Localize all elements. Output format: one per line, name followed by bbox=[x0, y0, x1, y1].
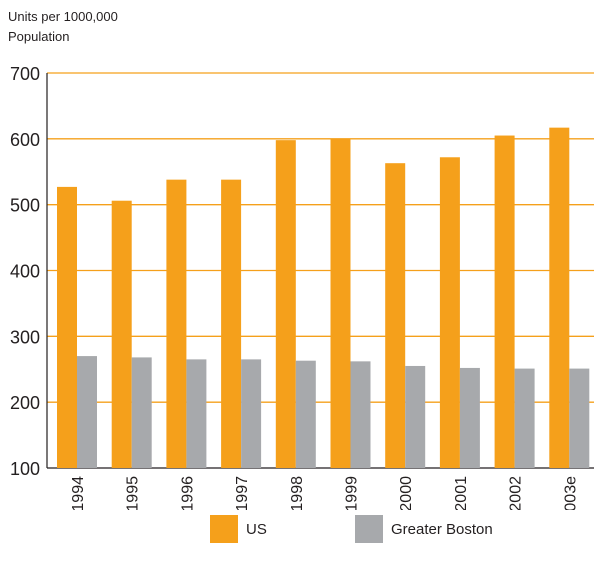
bar-us-2002 bbox=[494, 135, 515, 468]
bar-us-1995 bbox=[111, 200, 132, 468]
bar-us-2003e bbox=[549, 127, 570, 469]
bar-greater-boston-1996 bbox=[186, 359, 207, 468]
legend: US Greater Boston bbox=[0, 515, 600, 545]
y-tick-label-700: 700 bbox=[10, 64, 40, 84]
legend-item-greater-boston: Greater Boston bbox=[355, 515, 493, 543]
legend-swatch-us bbox=[210, 515, 238, 543]
y-tick-label-100: 100 bbox=[10, 459, 40, 479]
bar-greater-boston-2001 bbox=[459, 367, 480, 468]
y-tick-label-200: 200 bbox=[10, 393, 40, 413]
bar-us-1999 bbox=[330, 138, 351, 469]
bar-greater-boston-1994 bbox=[77, 356, 97, 468]
bar-greater-boston-2003e bbox=[569, 368, 590, 468]
bar-us-1997 bbox=[221, 179, 242, 468]
x-tick-label-1996: 1996 bbox=[179, 476, 196, 510]
bar-us-1996 bbox=[166, 179, 187, 468]
y-axis-title-line-2: Population bbox=[8, 29, 70, 44]
bar-greater-boston-1997 bbox=[241, 359, 262, 468]
y-tick-label-300: 300 bbox=[10, 327, 40, 347]
bar-greater-boston-2000 bbox=[405, 365, 426, 468]
legend-item-us: US bbox=[210, 515, 267, 543]
x-tick-label-2000: 2000 bbox=[398, 476, 415, 510]
bar-greater-boston-1999 bbox=[350, 361, 371, 468]
bar-greater-boston-1998 bbox=[295, 360, 316, 468]
x-tick-label-1997: 1997 bbox=[234, 476, 251, 510]
legend-swatch-greater-boston bbox=[355, 515, 383, 543]
bar-chart: 100 200 300 400 500 600 700 1994 1995 1996 1997 199… bbox=[10, 64, 594, 510]
y-axis-title-line-1: Units per 1000,000 bbox=[8, 9, 118, 24]
bar-greater-boston-1995 bbox=[131, 357, 152, 468]
x-tick-label-1995: 1995 bbox=[125, 476, 142, 510]
y-tick-label-500: 500 bbox=[10, 196, 40, 216]
bar-us-1998 bbox=[275, 140, 296, 468]
legend-label-greater-boston: Greater Boston bbox=[391, 520, 493, 538]
x-tick-label-1999: 1999 bbox=[344, 476, 361, 510]
x-tick-label-2002: 2002 bbox=[508, 476, 525, 510]
x-tick-label-1994: 1994 bbox=[70, 476, 87, 510]
bar-us-2000 bbox=[385, 163, 406, 469]
bar-us-1994 bbox=[57, 186, 77, 468]
x-tick-label-2003e: 2003e bbox=[562, 476, 579, 510]
y-tick-label-400: 400 bbox=[10, 262, 40, 282]
bar-us-2001 bbox=[439, 157, 460, 468]
bar-greater-boston-2002 bbox=[514, 368, 535, 468]
legend-label-us: US bbox=[246, 520, 267, 538]
y-tick-label-600: 600 bbox=[10, 130, 40, 150]
x-tick-label-2001: 2001 bbox=[453, 476, 470, 510]
x-tick-label-1998: 1998 bbox=[289, 476, 306, 510]
